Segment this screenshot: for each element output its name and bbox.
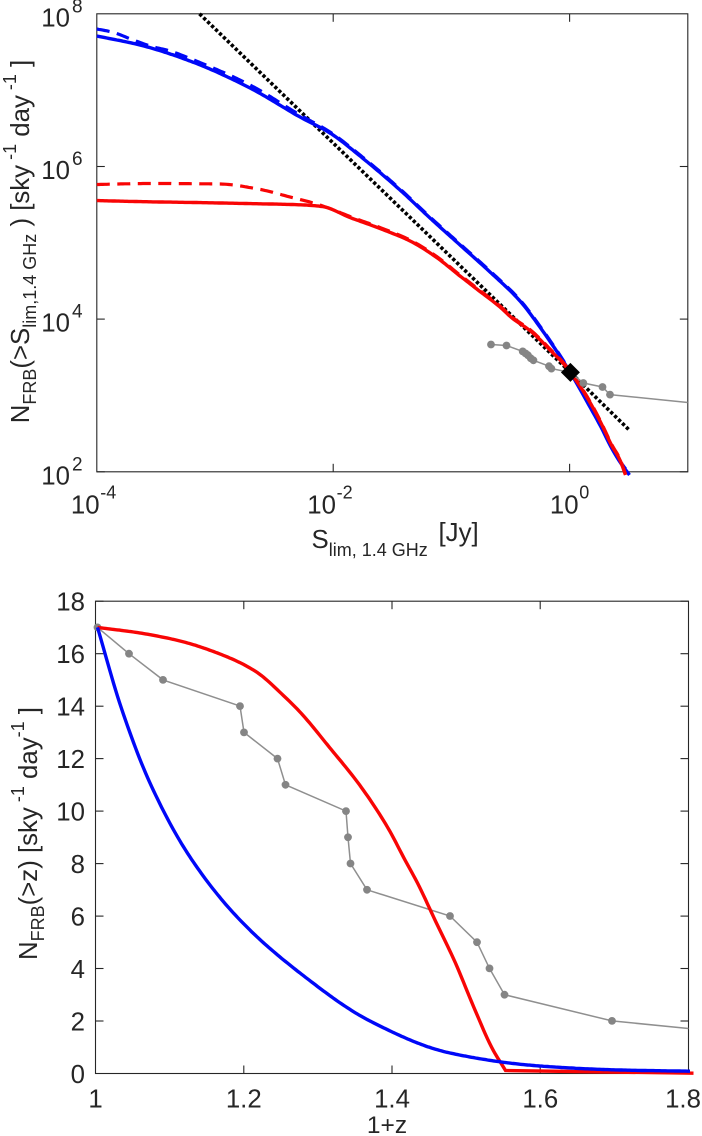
svg-text:-2: -2: [337, 483, 353, 503]
svg-text:14: 14: [56, 694, 85, 722]
svg-text:2: 2: [72, 454, 83, 475]
svg-text:1.4: 1.4: [374, 1086, 410, 1114]
svg-text:10: 10: [550, 492, 579, 520]
svg-text:1.6: 1.6: [522, 1086, 558, 1114]
svg-text:1+z: 1+z: [367, 1112, 407, 1136]
svg-text:0: 0: [71, 1061, 85, 1089]
svg-text:1: 1: [88, 1086, 102, 1114]
svg-text:10: 10: [41, 157, 70, 185]
svg-text:[Jy]: [Jy]: [439, 519, 479, 547]
svg-text:6: 6: [71, 904, 85, 932]
svg-text:0: 0: [579, 483, 589, 503]
svg-text:10: 10: [71, 492, 100, 520]
svg-text:16: 16: [56, 641, 85, 669]
svg-text:4: 4: [71, 956, 85, 984]
svg-text:8: 8: [71, 851, 85, 879]
svg-text:1.2: 1.2: [226, 1086, 262, 1114]
svg-text:10: 10: [41, 310, 70, 338]
svg-text:1.8: 1.8: [665, 1086, 701, 1114]
svg-text:12: 12: [56, 746, 85, 774]
svg-text:4: 4: [72, 302, 83, 323]
svg-text:10: 10: [56, 799, 85, 827]
svg-text:10: 10: [41, 4, 70, 32]
svg-text:-4: -4: [100, 483, 116, 503]
svg-text:6: 6: [72, 149, 83, 170]
svg-text:18: 18: [56, 589, 85, 617]
svg-text:8: 8: [72, 0, 83, 17]
svg-text:2: 2: [71, 1009, 85, 1037]
svg-text:10: 10: [307, 492, 336, 520]
svg-text:10: 10: [41, 462, 70, 490]
